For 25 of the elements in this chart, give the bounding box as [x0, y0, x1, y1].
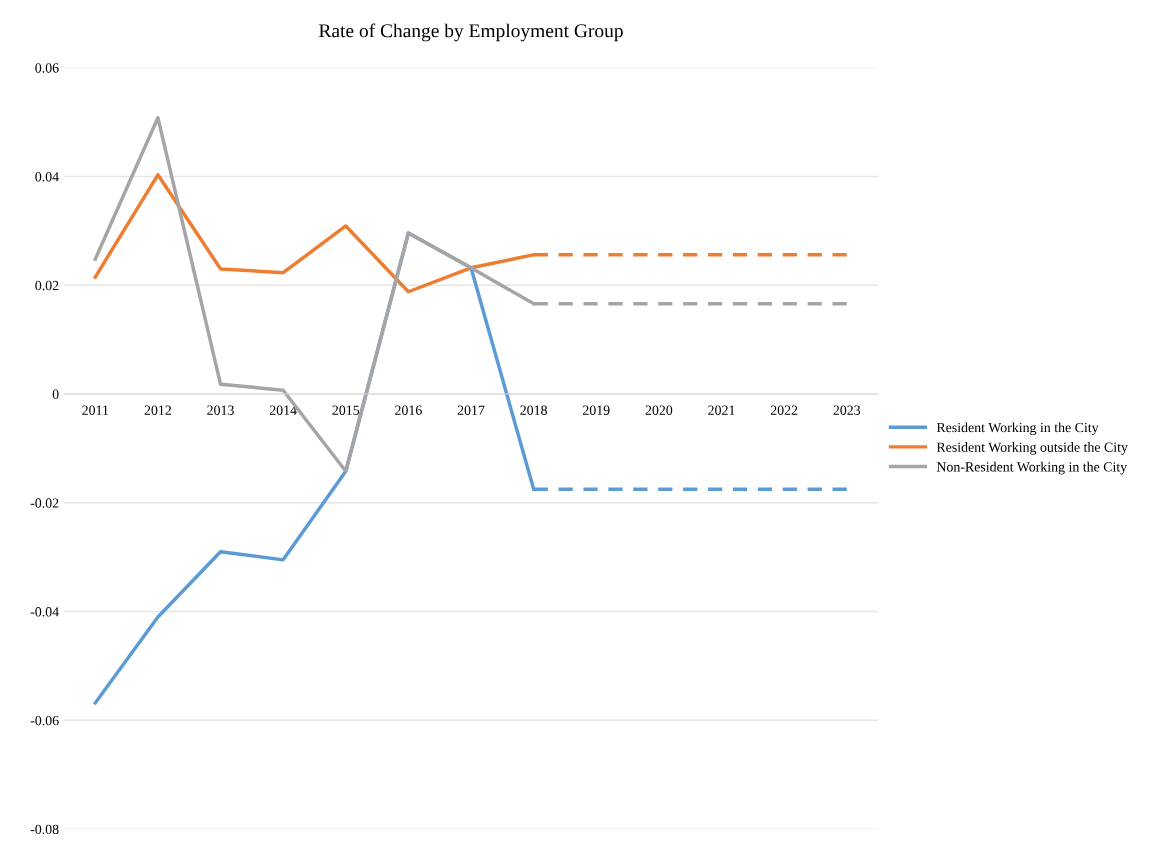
x-tick-label: 2013 [207, 405, 234, 415]
y-tick-label: 0.04 [35, 172, 59, 182]
x-tick-label: 2017 [457, 405, 485, 415]
y-tick-label: 0.02 [35, 280, 59, 291]
x-tick-label: 2016 [395, 405, 422, 415]
x-tick-label: 2014 [269, 405, 297, 415]
y-tick-label: 0.06 [35, 63, 59, 73]
y-tick-label: -0.08 [30, 824, 59, 835]
chart-title: Rate of Change by Employment Group [319, 23, 623, 42]
x-tick-label: 2015 [332, 405, 360, 415]
y-tick-label: -0.04 [30, 607, 59, 617]
y-tick-label: -0.06 [30, 715, 59, 726]
y-tick-label: 0 [52, 389, 59, 399]
x-tick-label: 2023 [833, 405, 861, 415]
x-tick-label: 2021 [708, 405, 735, 415]
legend-label: Resident Working in the City [936, 422, 1099, 436]
x-tick-label: 2018 [520, 405, 547, 415]
x-tick-label: 2011 [82, 405, 109, 415]
x-tick-label: 2022 [770, 405, 798, 415]
legend-label: Non-Resident Working in the City [936, 461, 1128, 475]
x-tick-label: 2012 [144, 405, 172, 415]
x-tick-label: 2020 [645, 405, 673, 415]
x-tick-label: 2019 [582, 405, 610, 415]
y-tick-label: -0.02 [30, 498, 59, 508]
legend-label: Resident Working outside the City [936, 442, 1128, 455]
